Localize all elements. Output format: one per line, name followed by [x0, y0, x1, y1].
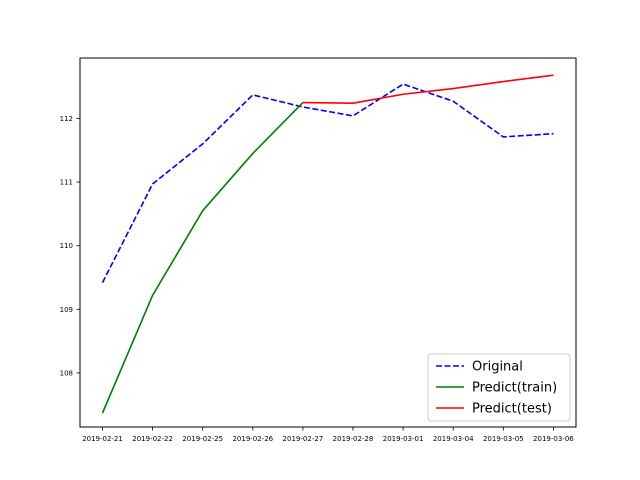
series-point	[302, 106, 304, 108]
y-axis: 108 109 110 111 112	[60, 115, 80, 377]
x-tick-label: 2019-02-21	[82, 435, 123, 443]
x-tick-label: 2019-03-05	[483, 435, 524, 443]
x-tick-label: 2019-03-01	[383, 435, 424, 443]
series-point	[202, 210, 204, 212]
legend-label: Original	[472, 360, 523, 375]
legend-label: Predict(test)	[472, 402, 552, 417]
series-point	[152, 183, 154, 185]
x-axis: 2019-02-21 2019-02-22 2019-02-25 2019-02-26…	[82, 427, 574, 443]
y-tick-label: 110	[60, 242, 73, 250]
plot-frame	[79, 57, 577, 428]
series-point	[152, 294, 154, 296]
x-tick-label: 2019-02-25	[182, 435, 223, 443]
y-tick-label: 111	[60, 179, 73, 187]
x-tick-label: 2019-03-06	[533, 435, 574, 443]
y-tick-label: 112	[60, 115, 73, 123]
y-tick-label: 108	[60, 369, 73, 377]
series-point	[102, 282, 104, 284]
series-layer	[101, 74, 555, 414]
y-tick-label: 109	[60, 306, 73, 314]
series-point	[452, 100, 454, 102]
legend: Original Predict(train) Predict(test)	[427, 353, 571, 422]
series-point	[402, 93, 404, 95]
series-point	[553, 74, 555, 76]
series-point	[202, 143, 204, 145]
series-point	[502, 81, 504, 83]
legend-box	[427, 353, 571, 422]
series-point	[352, 102, 354, 104]
series-line-1	[101, 101, 304, 414]
legend-label: Predict(train)	[472, 381, 557, 396]
series-point	[553, 133, 555, 135]
x-tick-label: 2019-03-04	[433, 435, 474, 443]
series-point	[502, 136, 504, 138]
series-line-2	[302, 74, 554, 104]
series-point	[352, 115, 354, 117]
series-point	[252, 153, 254, 155]
x-tick-label: 2019-02-28	[333, 435, 374, 443]
series-point	[402, 83, 404, 85]
series-point	[452, 88, 454, 90]
x-tick-label: 2019-02-27	[283, 435, 324, 443]
x-tick-label: 2019-02-22	[132, 435, 173, 443]
series-point	[102, 412, 104, 414]
series-line-0	[101, 83, 554, 283]
x-tick-label: 2019-02-26	[232, 435, 273, 443]
series-point	[302, 102, 304, 104]
series-point	[252, 94, 254, 96]
